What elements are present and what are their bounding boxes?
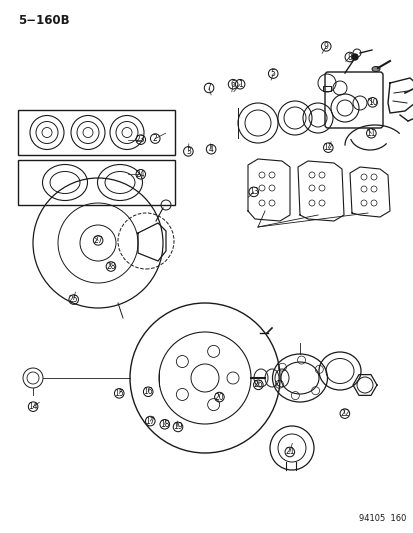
Text: 26: 26 (253, 381, 263, 389)
Circle shape (351, 54, 357, 60)
Text: 17: 17 (145, 417, 155, 425)
Text: 15: 15 (114, 389, 124, 398)
Text: 22: 22 (339, 409, 349, 418)
Text: 2: 2 (152, 134, 157, 143)
Text: 28: 28 (106, 262, 115, 271)
Text: 1: 1 (237, 80, 242, 88)
Text: 5−160B: 5−160B (18, 14, 69, 27)
Text: 24: 24 (135, 170, 145, 179)
Text: 8: 8 (347, 53, 351, 61)
Text: 18: 18 (160, 420, 169, 429)
Text: 4: 4 (208, 145, 213, 154)
Text: 11: 11 (366, 129, 375, 138)
Text: 27: 27 (93, 236, 103, 245)
Text: 12: 12 (323, 143, 332, 152)
Text: 19: 19 (173, 423, 183, 431)
Ellipse shape (371, 67, 379, 71)
Text: 14: 14 (28, 402, 38, 411)
Text: 94105  160: 94105 160 (358, 514, 405, 523)
Bar (18, 110, 175, 155)
Text: 23: 23 (135, 135, 145, 144)
Bar (322, 86, 330, 91)
Text: 7: 7 (206, 84, 211, 92)
Text: 10: 10 (367, 98, 377, 107)
Text: 13: 13 (248, 188, 258, 196)
Text: 21: 21 (285, 448, 294, 456)
Text: 9: 9 (323, 42, 328, 51)
Text: 20: 20 (214, 393, 224, 401)
Text: 6: 6 (230, 80, 235, 88)
Text: 3: 3 (185, 147, 190, 156)
Text: 5: 5 (270, 69, 275, 78)
Bar (18, 160, 175, 205)
Text: 16: 16 (143, 387, 153, 396)
Text: 25: 25 (69, 295, 78, 304)
